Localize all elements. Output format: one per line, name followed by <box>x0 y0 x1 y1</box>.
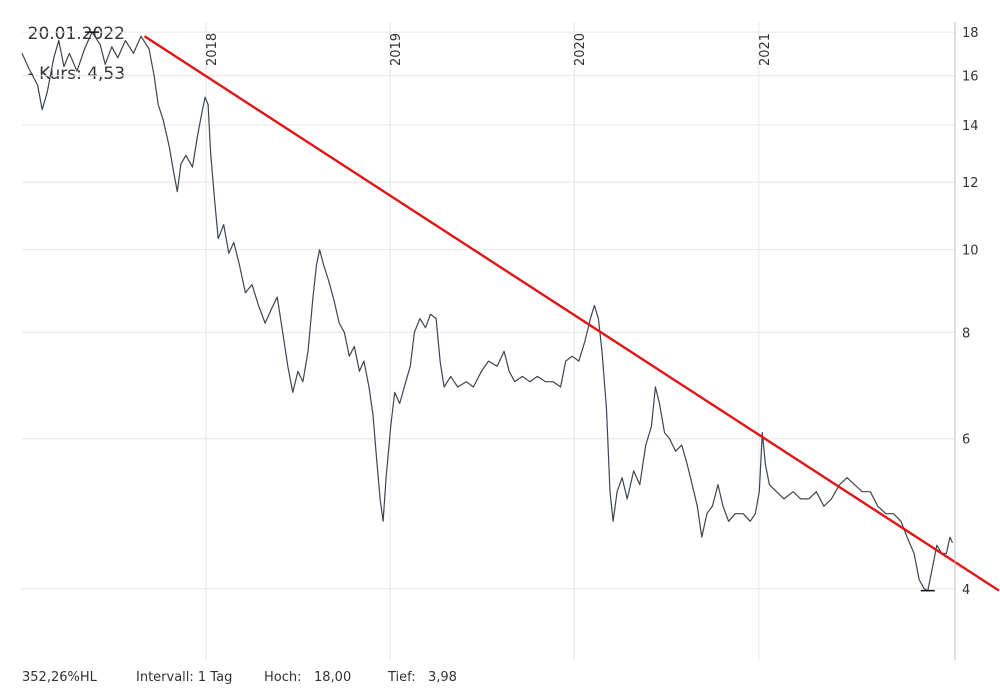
x-tick-label: 2021 <box>758 33 773 66</box>
y-tick-label: 12 <box>962 176 979 191</box>
price-series-line <box>21 31 954 592</box>
x-tick-label: 2018 <box>205 33 220 66</box>
x-tick-label: 2020 <box>573 33 588 66</box>
tief-value: 3,98 <box>428 670 457 685</box>
header-date: 20.01.2022 <box>27 24 125 44</box>
axis-layer: 4 6 8 10 12 14 16 18 2018 2019 2020 2021 <box>205 22 979 660</box>
y-tick-label: 14 <box>962 119 979 134</box>
tief-label: Tief: <box>388 670 416 685</box>
y-tick-label: 18 <box>962 26 979 41</box>
x-tick-label: 2019 <box>389 33 404 66</box>
y-tick-label: 16 <box>962 70 979 85</box>
y-tick-label: 6 <box>962 433 970 448</box>
y-tick-label: 8 <box>962 326 970 341</box>
grid-layer <box>22 22 955 660</box>
chart-footer: 352,26%HL Intervall: 1 Tag Hoch: 18,00 T… <box>0 664 1000 692</box>
scale-label: 352,26%HL <box>22 670 97 685</box>
trend-line <box>143 35 1000 592</box>
interval-label: Intervall: 1 Tag <box>136 670 233 685</box>
hoch-label: Hoch: <box>264 670 302 685</box>
hoch-value: 18,00 <box>314 670 352 685</box>
series-layer <box>21 31 1000 592</box>
y-tick-label: 10 <box>962 244 979 259</box>
y-tick-label: 4 <box>962 583 970 598</box>
